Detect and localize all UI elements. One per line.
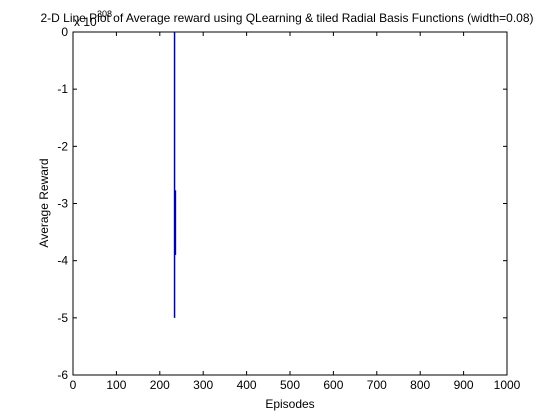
y-exponent-power: 308 [97,9,112,19]
x-tick-label: 100 [106,378,126,392]
axis-ticks: 0 100 200 300 400 500 600 700 800 900 1000 0 -1 -2 -3 -… [57,25,520,392]
y-tick-label: -2 [57,139,68,153]
y-tick-label: 0 [61,25,68,39]
x-tick-label: 400 [237,378,257,392]
y-tick-label: -5 [57,311,68,325]
data-series [173,32,177,318]
plot-area [72,31,508,376]
y-tick-label: -6 [57,368,68,382]
x-tick-label: 700 [367,378,387,392]
y-tick-label: -4 [57,254,68,268]
y-axis-label: Average Reward [37,158,51,247]
x-axis-label: Episodes [265,397,314,411]
x-tick-label: 0 [70,378,77,392]
x-tick-label: 1000 [494,378,521,392]
x-tick-label: 800 [410,378,430,392]
x-tick-label: 600 [323,378,343,392]
x-tick-label: 200 [150,378,170,392]
chart-title: 2-D Line Plot of Average reward using QL… [40,11,533,25]
y-tick-label: -1 [57,82,68,96]
y-tick-label: -3 [57,197,68,211]
x-tick-label: 300 [193,378,213,392]
x-tick-label: 900 [454,378,474,392]
x-tick-label: 500 [280,378,300,392]
y-exponent-base: x 10 [74,15,97,29]
